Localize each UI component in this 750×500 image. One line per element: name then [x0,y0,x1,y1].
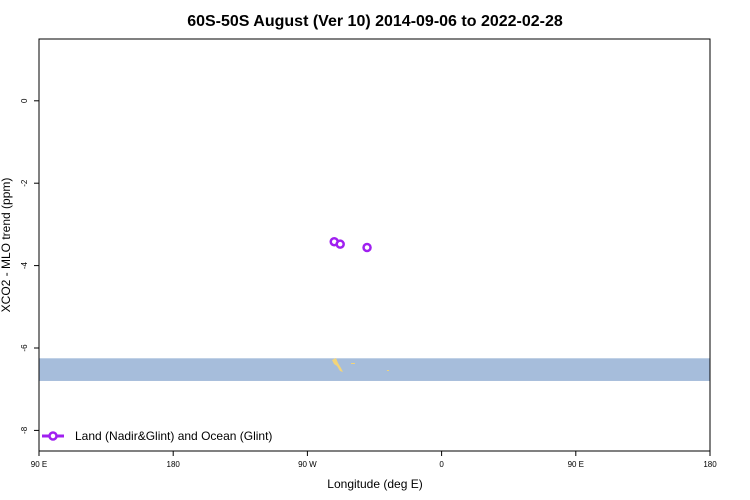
x-tick-label: 90 W [298,460,317,469]
y-tick-label: 0 [20,98,29,103]
y-axis-label: XCO2 - MLO trend (ppm) [0,178,13,313]
y-tick-label: -6 [20,344,29,352]
x-tick-label: 180 [167,460,181,469]
latitude-band [39,358,710,381]
x-tick-label: 90 E [31,460,47,469]
y-tick-label: -2 [20,179,29,187]
legend-marker [48,431,58,441]
plot-frame [38,38,711,452]
chart-title: 60S-50S August (Ver 10) 2014-09-06 to 20… [187,13,563,30]
data-point [362,242,372,253]
y-tick-label: -8 [20,426,29,434]
x-tick-label: 180 [703,460,717,469]
x-axis-label: Longitude (deg E) [327,477,422,491]
data-point [335,239,345,249]
plot-area [39,236,710,381]
land-outline [332,358,389,372]
legend-label: Land (Nadir&Glint) and Ocean (Glint) [75,429,272,443]
legend: Land (Nadir&Glint) and Ocean (Glint) [42,429,272,443]
y-axis: 0 -2 -4 -6 -8 [20,98,39,434]
x-tick-label: 0 [439,460,444,469]
x-axis: 90 E 180 90 W 0 90 E 180 [31,451,717,469]
x-tick-label: 90 E [568,460,584,469]
y-tick-label: -4 [20,261,29,269]
